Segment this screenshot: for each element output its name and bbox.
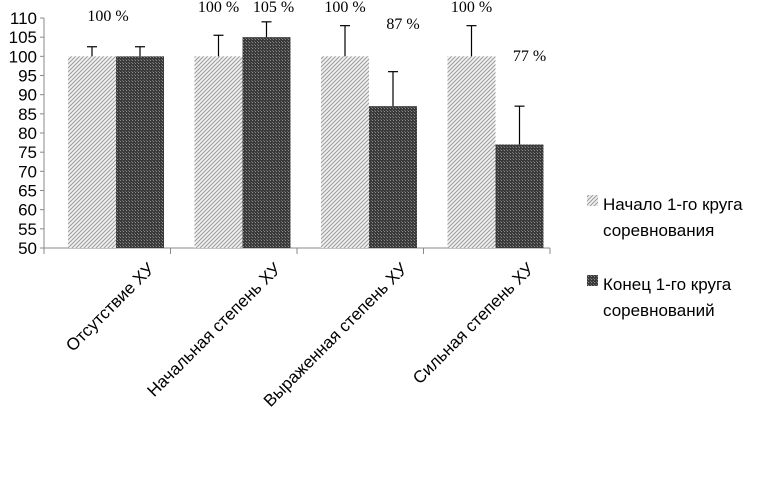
y-tick-label: 55	[18, 220, 37, 239]
y-tick-label: 65	[18, 182, 37, 201]
category-label: Отсутствие ХУ	[62, 259, 158, 355]
bar	[447, 56, 496, 249]
y-tick-label: 85	[18, 105, 37, 124]
legend-label: Начало 1-го круга	[603, 195, 743, 214]
y-tick-label: 110	[10, 9, 37, 28]
data-label: 105 %	[253, 0, 294, 16]
category-label: Начальная степень ХУ	[143, 259, 284, 400]
error-bars	[87, 21, 525, 145]
y-tick-label: 50	[18, 239, 37, 258]
y-tick-label: 100	[9, 47, 37, 66]
data-label: 87 %	[386, 16, 419, 33]
legend-label: Конец 1-го круга	[603, 275, 732, 294]
bar	[194, 56, 243, 249]
legend-swatch	[587, 275, 598, 286]
bar	[369, 106, 417, 249]
bar	[321, 56, 369, 249]
category-label: Сильная степень ХУ	[409, 259, 538, 388]
data-labels: 100 % 100 % 100 % 100 % 105 % 87 % 77 %	[87, 0, 546, 65]
y-tick-label: 90	[18, 86, 37, 105]
y-tick-label: 60	[18, 201, 37, 220]
legend-swatch	[587, 195, 598, 206]
legend-label: соревнования	[603, 221, 714, 240]
data-label: 100 %	[324, 0, 365, 16]
data-label: 100 %	[87, 8, 128, 25]
data-label: 77 %	[513, 48, 546, 65]
bar	[116, 56, 164, 249]
y-tick-label: 105	[9, 28, 37, 47]
bars	[68, 37, 544, 249]
legend: Начало 1-го круга соревнования Конец 1-го …	[587, 195, 743, 320]
y-tick-label: 80	[18, 124, 37, 143]
bar	[68, 56, 116, 249]
data-label: 100 %	[198, 0, 239, 16]
data-label: 100 %	[451, 0, 492, 16]
bar	[242, 37, 291, 248]
y-tick-label: 95	[18, 67, 37, 86]
y-tick-label: 70	[18, 162, 37, 181]
bar	[495, 144, 544, 248]
y-tick-label: 75	[18, 143, 37, 162]
legend-label: соревнований	[603, 301, 715, 320]
category-label: Выраженная степень ХУ	[260, 259, 411, 410]
